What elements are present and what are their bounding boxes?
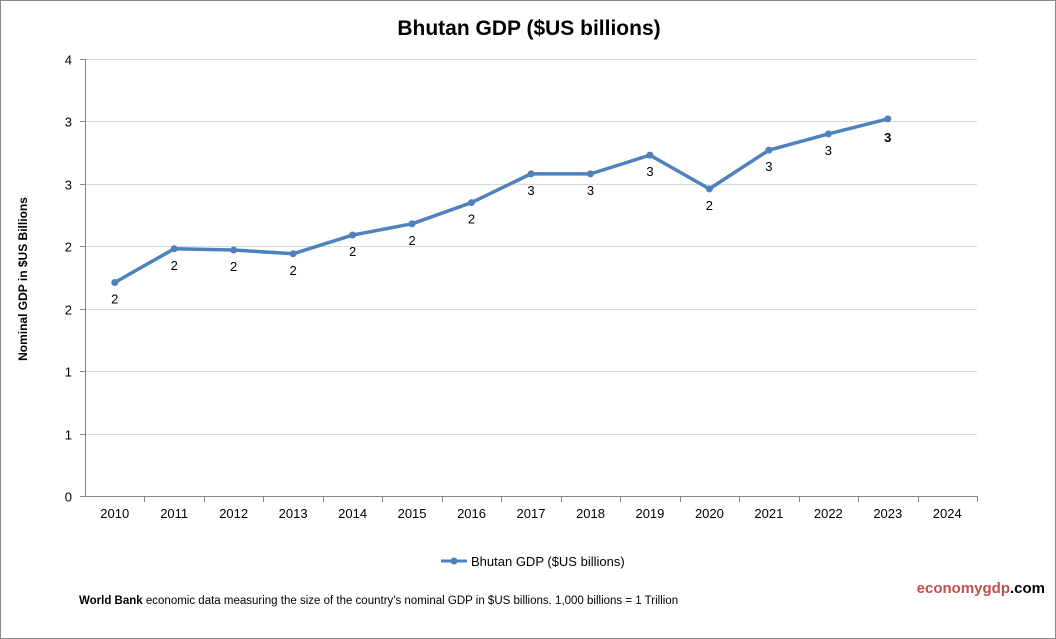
x-tick-label: 2024 xyxy=(933,506,962,521)
x-tick-label: 2015 xyxy=(398,506,427,521)
data-label: 2 xyxy=(111,291,118,306)
data-label: 2 xyxy=(349,244,356,259)
footer-note: World Bank economic data measuring the s… xyxy=(79,595,679,607)
data-point xyxy=(586,170,594,178)
x-tick-label: 2022 xyxy=(814,506,843,521)
data-label: 3 xyxy=(825,143,832,158)
data-label: 3 xyxy=(587,183,594,198)
chart-title: Bhutan GDP ($US billions) xyxy=(397,17,660,40)
x-tick-label: 2012 xyxy=(219,506,248,521)
y-tick-label: 2 xyxy=(65,240,72,255)
data-label: 2 xyxy=(230,259,237,274)
x-tick-label: 2023 xyxy=(873,506,902,521)
data-point xyxy=(705,185,713,193)
x-tick-label: 2010 xyxy=(100,506,129,521)
data-point xyxy=(349,231,357,239)
data-label: 2 xyxy=(408,233,415,248)
data-label: 2 xyxy=(706,198,713,213)
brand-logo: economygdp.com xyxy=(916,580,1045,597)
data-point xyxy=(408,220,416,228)
legend-label: Bhutan GDP ($US billions) xyxy=(471,554,625,569)
y-tick-label: 4 xyxy=(65,53,72,68)
y-tick-label: 1 xyxy=(65,428,72,443)
data-point xyxy=(527,170,535,178)
x-tick-label: 2018 xyxy=(576,506,605,521)
data-label: 2 xyxy=(468,212,475,227)
data-label: 3 xyxy=(646,164,653,179)
y-tick-label: 1 xyxy=(65,365,72,380)
legend-marker xyxy=(450,557,458,565)
data-point xyxy=(646,151,654,159)
x-tick-label: 2021 xyxy=(754,506,783,521)
data-point xyxy=(111,278,119,286)
data-label: 3 xyxy=(765,159,772,174)
x-tick-label: 2016 xyxy=(457,506,486,521)
data-label: 3 xyxy=(884,130,891,145)
data-point xyxy=(170,245,178,253)
x-tick-label: 2020 xyxy=(695,506,724,521)
y-tick-label: 3 xyxy=(65,115,72,130)
y-tick-label: 3 xyxy=(65,178,72,193)
legend: Bhutan GDP ($US billions) xyxy=(441,554,625,569)
data-point xyxy=(824,130,832,138)
data-label: 2 xyxy=(171,258,178,273)
y-tick-label: 2 xyxy=(65,303,72,318)
data-point xyxy=(230,246,238,254)
x-tick-label: 2011 xyxy=(160,506,188,521)
data-label: 3 xyxy=(527,183,534,198)
data-label: 2 xyxy=(290,263,297,278)
data-point xyxy=(884,115,892,123)
series-line xyxy=(113,117,889,285)
x-tick-label: 2017 xyxy=(517,506,546,521)
y-axis-label: Nominal GDP in $US Billions xyxy=(16,197,30,361)
data-point xyxy=(468,199,476,207)
y-tick-label: 0 xyxy=(65,490,72,505)
x-tick-label: 2014 xyxy=(338,506,367,521)
data-point xyxy=(765,146,773,154)
x-tick-label: 2019 xyxy=(635,506,664,521)
x-tick-label: 2013 xyxy=(279,506,308,521)
data-point xyxy=(289,250,297,258)
